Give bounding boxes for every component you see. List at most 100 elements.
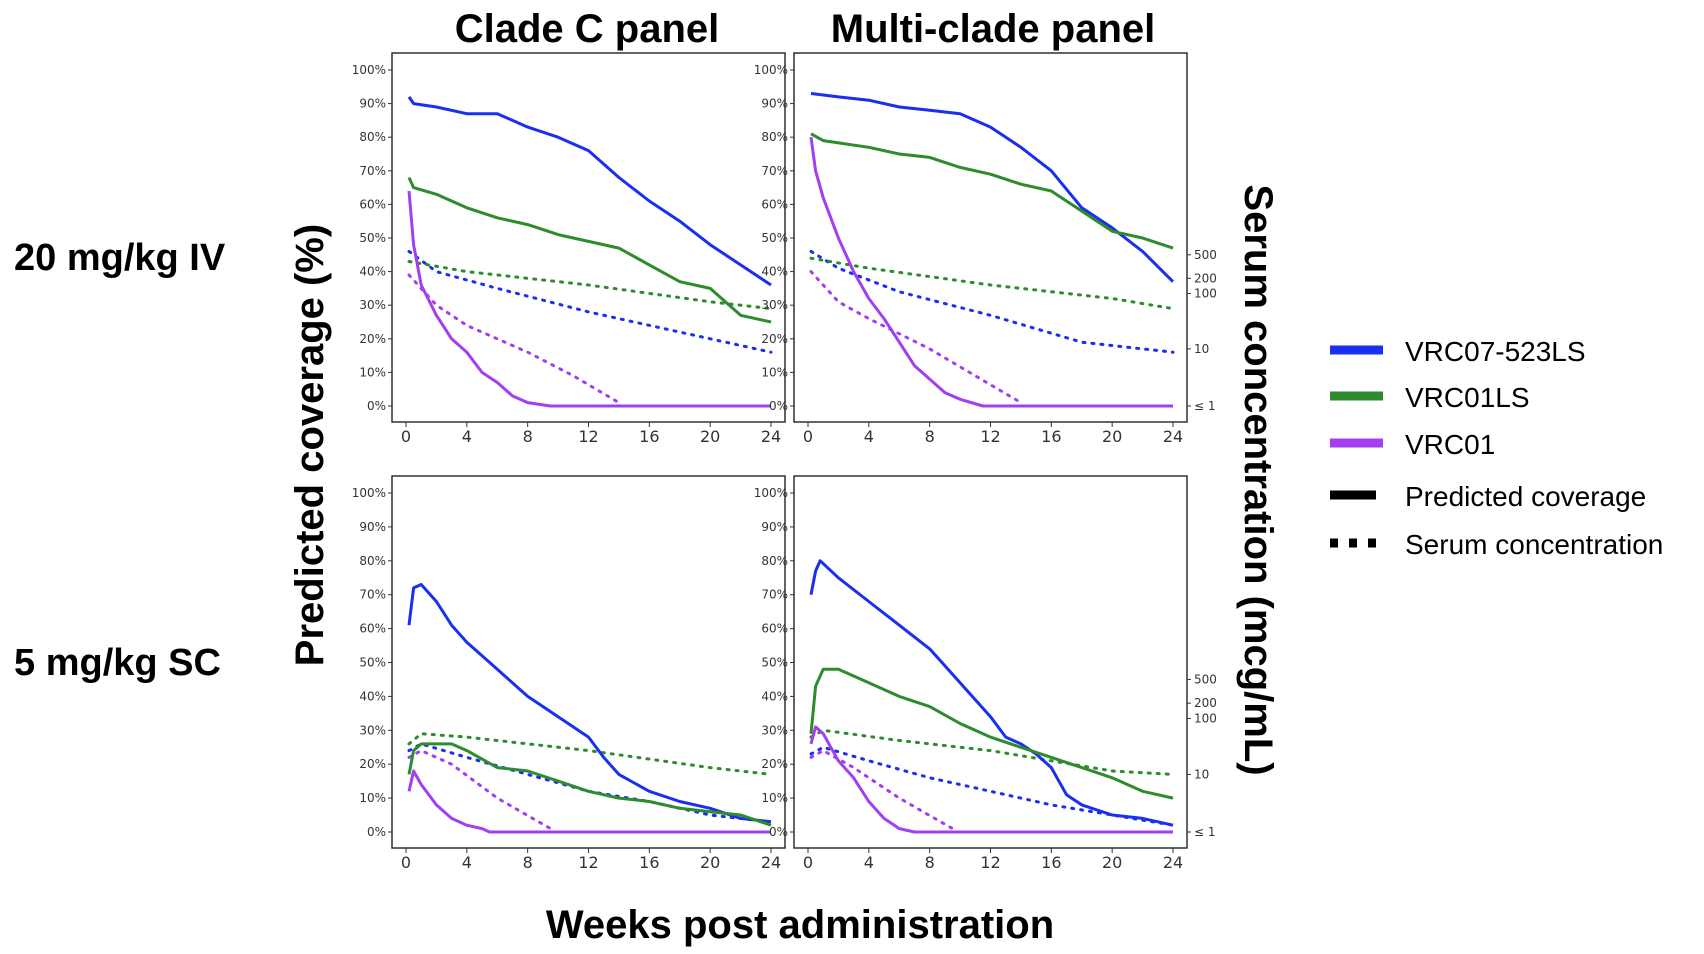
x-tick-label: 16 xyxy=(1041,853,1061,872)
x-tick-label: 16 xyxy=(639,853,659,872)
y2-tick-label: 10 xyxy=(1194,342,1209,356)
y-tick-label: 60% xyxy=(359,197,386,211)
coverage-line-vrc01ls xyxy=(407,742,772,827)
coverage-line-vrc01 xyxy=(809,136,1173,408)
y-tick-label: 0% xyxy=(367,825,386,839)
concentration-line-vrc01 xyxy=(407,273,621,405)
x-tick-label: 8 xyxy=(523,427,533,446)
y-tick-label: 70% xyxy=(761,164,788,178)
legend-label-vrc07-523ls: VRC07-523LS xyxy=(1405,336,1586,367)
x-tick-label: 16 xyxy=(1041,427,1061,446)
y-tick-label: 90% xyxy=(359,97,386,111)
y-tick-label: 40% xyxy=(359,689,386,703)
row-label-5mgkg-sc: 5 mg/kg SC xyxy=(14,642,221,684)
x-tick-label: 12 xyxy=(578,853,598,872)
x-tick-label: 0 xyxy=(803,853,813,872)
y2-tick-label: 500 xyxy=(1194,248,1217,262)
column-title-clade-c: Clade C panel xyxy=(455,7,720,51)
x-tick-label: 4 xyxy=(462,427,472,446)
row-label-20mgkg-iv: 20 mg/kg IV xyxy=(14,237,226,279)
x-tick-label: 0 xyxy=(803,427,813,446)
legend: VRC07-523LS VRC01LS VRC01 Predicted cove… xyxy=(1330,336,1663,560)
legend-label-serum-concentration: Serum concentration xyxy=(1405,529,1663,560)
y2-tick-label: ≤ 1 xyxy=(1194,399,1216,413)
x-tick-label: 8 xyxy=(523,853,533,872)
y-tick-label: 40% xyxy=(761,689,788,703)
x-tick-label: 8 xyxy=(925,427,935,446)
y-tick-label: 50% xyxy=(761,656,788,670)
y-tick-label: 10% xyxy=(761,791,788,805)
y-tick-label: 80% xyxy=(761,554,788,568)
y-tick-label: 50% xyxy=(359,656,386,670)
y2-tick-label: 100 xyxy=(1194,711,1217,725)
x-tick-label: 20 xyxy=(700,853,720,872)
y-tick-label: 20% xyxy=(761,332,788,346)
y-axis-title: Predicted coverage (%) xyxy=(288,224,332,666)
concentration-line-vrc01 xyxy=(809,270,1023,405)
x-axis-title: Weeks post administration xyxy=(546,903,1054,947)
x-tick-label: 0 xyxy=(401,427,411,446)
coverage-line-vrc01 xyxy=(407,769,771,834)
coverage-line-vrc07-523ls xyxy=(407,583,772,824)
y-tick-label: 60% xyxy=(359,622,386,636)
y2-tick-label: ≤ 1 xyxy=(1194,825,1216,839)
y-tick-label: 10% xyxy=(761,365,788,379)
x-tick-label: 4 xyxy=(864,427,874,446)
coverage-line-vrc01ls xyxy=(810,132,1174,250)
x-tick-label: 12 xyxy=(578,427,598,446)
y-tick-label: 0% xyxy=(367,399,386,413)
panels-group: 0%10%20%30%40%50%60%70%80%90%100%0 4 8 12 16… xyxy=(352,52,1217,872)
y-tick-label: 70% xyxy=(359,588,386,602)
panel-frame xyxy=(391,52,786,423)
y-tick-label: 0% xyxy=(769,825,788,839)
y-tick-label: 50% xyxy=(359,231,386,245)
concentration-line-vrc01ls xyxy=(407,732,773,776)
x-tick-label: 8 xyxy=(925,853,935,872)
y-tick-label: 20% xyxy=(359,332,386,346)
panel-5-mg-kg-sc-multi-clade-panel: 0% 10% 20% 30% 40% 50% 60% 70% 80% 90% 100% 0 4 8 12 16… xyxy=(754,475,1217,872)
coverage-line-vrc01 xyxy=(407,190,771,408)
x-tick-label: 12 xyxy=(980,427,1000,446)
column-title-multi-clade: Multi-clade panel xyxy=(831,7,1156,51)
y-tick-label: 10% xyxy=(359,365,386,379)
legend-label-vrc01: VRC01 xyxy=(1405,429,1495,460)
y-tick-label: 80% xyxy=(359,554,386,568)
y-tick-label: 50% xyxy=(761,231,788,245)
y-tick-label: 100% xyxy=(754,486,788,500)
y-tick-label: 30% xyxy=(359,723,386,737)
coverage-line-vrc07-523ls xyxy=(809,559,1174,827)
y-tick-label: 20% xyxy=(359,757,386,771)
y-tick-label: 90% xyxy=(761,97,788,111)
y-tick-label: 100% xyxy=(352,63,386,77)
y-tick-label: 30% xyxy=(359,298,386,312)
panel-20-mg-kg-iv-multi-clade-panel: 0% 10% 20% 30% 40% 50% 60% 70% 80% 90% 100% 0 4 8 12 16… xyxy=(754,52,1217,446)
x-tick-label: 24 xyxy=(1163,427,1183,446)
y-tick-label: 10% xyxy=(359,791,386,805)
y-tick-label: 30% xyxy=(761,723,788,737)
concentration-line-vrc01 xyxy=(809,748,954,831)
coverage-line-vrc07-523ls xyxy=(810,92,1175,283)
concentration-line-vrc07-523ls xyxy=(809,745,1175,827)
coverage-line-vrc01 xyxy=(809,725,1173,834)
y-tick-label: 0% xyxy=(769,399,788,413)
y2-tick-label: 100 xyxy=(1194,286,1217,300)
coverage-line-vrc07-523ls xyxy=(407,96,772,287)
x-tick-label: 16 xyxy=(639,427,659,446)
y-tick-label: 90% xyxy=(761,520,788,534)
y-tick-label: 100% xyxy=(754,63,788,77)
y-tick-label: 90% xyxy=(359,520,386,534)
x-tick-label: 20 xyxy=(1102,853,1122,872)
legend-label-vrc01ls: VRC01LS xyxy=(1405,382,1530,413)
y-tick-label: 20% xyxy=(761,757,788,771)
y-tick-label: 70% xyxy=(359,164,386,178)
y2-axis-title: Serum concentration (mcg/mL) xyxy=(1236,184,1280,775)
x-tick-label: 20 xyxy=(1102,427,1122,446)
coverage-line-vrc01ls xyxy=(407,176,772,324)
x-tick-label: 0 xyxy=(401,853,411,872)
x-tick-label: 24 xyxy=(1163,853,1183,872)
y2-tick-label: 200 xyxy=(1194,271,1217,285)
y-tick-label: 40% xyxy=(761,265,788,279)
y2-tick-label: 500 xyxy=(1194,672,1217,686)
concentration-line-vrc01 xyxy=(407,748,552,831)
